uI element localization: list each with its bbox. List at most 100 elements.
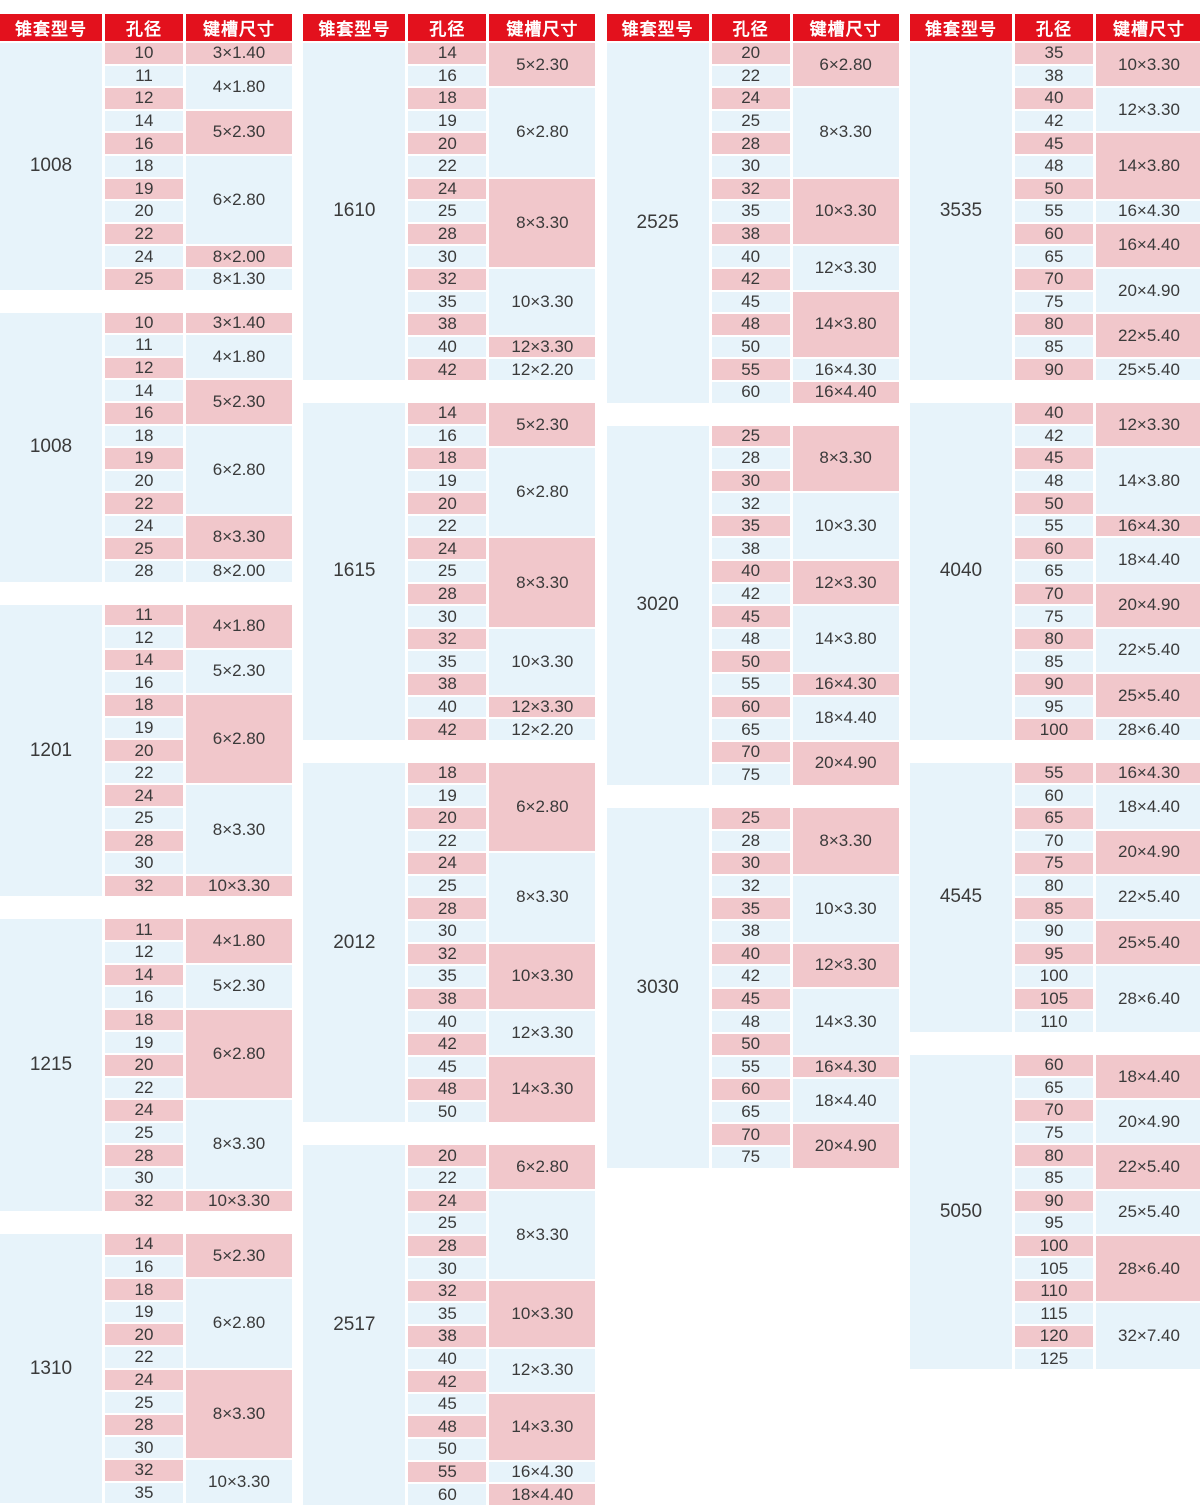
bore-cell: 25: [408, 875, 487, 897]
keyway-cell: 22×5.40: [1095, 875, 1200, 919]
bore-cell: 42: [408, 1371, 487, 1392]
bore-cell: 35: [105, 1482, 183, 1504]
bore-cell: 24: [408, 178, 487, 200]
keyway-cell: 16×4.30: [792, 1056, 899, 1078]
bore-cell: 25: [711, 110, 790, 132]
keyway-cell: 12×3.30: [792, 561, 899, 605]
model-cell: 5050: [909, 1054, 1012, 1370]
bore-cell: 90: [1014, 359, 1093, 380]
bore-cell: 19: [408, 785, 487, 806]
keyway-cell: 20×4.90: [792, 1124, 899, 1168]
bore-cell: 40: [408, 1348, 487, 1370]
bore-cell: 42: [1014, 425, 1093, 447]
bore-cell: 32: [711, 875, 790, 897]
bore-cell: 20: [105, 201, 183, 222]
bore-cell: 115: [1014, 1303, 1093, 1325]
keyway-cell: 12×3.30: [489, 696, 596, 718]
spec-block-3535: 3535 10×3.30 35 38 12×3.30 40 42 14×3.80 45 48 50 1…: [909, 43, 1200, 380]
bore-cell: 18: [105, 1009, 183, 1031]
bore-cell: 40: [1014, 88, 1093, 109]
header-bore-label: 孔径: [711, 14, 790, 41]
bore-cell: 22: [105, 1077, 183, 1099]
bore-cell: 28: [408, 898, 487, 919]
keyway-cell: 20×4.90: [792, 741, 899, 785]
bore-cell: 28: [105, 561, 183, 582]
keyway-cell: 5×2.30: [186, 1234, 292, 1278]
bore-cell: 110: [1014, 1011, 1093, 1032]
model-cell: 2012: [303, 762, 406, 1123]
bore-cell: 32: [408, 628, 487, 650]
keyway-cell: 8×3.30: [186, 515, 292, 560]
keyway-cell: 22×5.40: [1095, 628, 1200, 673]
bore-cell: 125: [1014, 1348, 1093, 1370]
bore-cell: 60: [1014, 1054, 1093, 1076]
spec-block-1310: 1310 5×2.30 14 16 6×2.80 18 19 20 22 8×3.30 24 25 28…: [0, 1234, 292, 1504]
keyway-cell: 16×4.30: [792, 359, 899, 380]
bore-cell: 28: [105, 830, 183, 852]
bore-cell: 70: [1014, 830, 1093, 852]
keyway-cell: 14×3.30: [489, 1056, 596, 1123]
model-cell: 3030: [606, 808, 709, 1168]
bore-cell: 20: [105, 1054, 183, 1076]
bore-cell: 50: [408, 1101, 487, 1123]
keyway-cell: 12×3.30: [1095, 402, 1200, 447]
keyway-cell: 28×6.40: [1095, 1235, 1200, 1302]
bore-cell: 50: [711, 1033, 790, 1055]
bore-cell: 30: [408, 920, 487, 942]
bore-cell: 28: [711, 133, 790, 154]
bore-cell: 55: [408, 1461, 487, 1483]
keyway-cell: 32×7.40: [1095, 1303, 1200, 1370]
keyway-cell: 16×4.30: [792, 674, 899, 695]
bore-cell: 60: [1014, 538, 1093, 560]
bore-cell: 18: [408, 448, 487, 469]
keyway-cell: 3×1.40: [186, 312, 292, 334]
keyway-cell: 12×3.30: [489, 1348, 596, 1392]
model-cell: 1008: [0, 312, 102, 582]
header-bore-label: 孔径: [408, 14, 487, 41]
bore-cell: 45: [408, 1393, 487, 1415]
bore-cell: 70: [1014, 268, 1093, 290]
bore-cell: 19: [105, 717, 183, 739]
keyway-cell: 6×2.80: [186, 695, 292, 784]
bore-cell: 18: [105, 695, 183, 716]
model-cell: 4040: [909, 402, 1012, 740]
bore-cell: 16: [105, 133, 183, 154]
bore-cell: 20: [105, 1324, 183, 1346]
keyway-cell: 25×5.40: [1095, 920, 1200, 965]
bore-cell: 50: [711, 651, 790, 673]
bore-cell: 75: [711, 764, 790, 785]
header-bore-label: 孔径: [1014, 14, 1093, 41]
bore-cell: 22: [408, 515, 487, 537]
header-row: 锥套型号 孔径 键槽尺寸: [606, 14, 899, 41]
keyway-cell: 4×1.80: [186, 919, 292, 963]
bore-cell: 19: [408, 110, 487, 132]
bore-cell: 20: [105, 740, 183, 761]
keyway-cell: 6×2.80: [186, 155, 292, 245]
keyway-cell: 18×4.40: [792, 1079, 899, 1123]
bore-cell: 28: [711, 830, 790, 852]
spec-block-4040: 4040 12×3.30 40 42 14×3.80 45 48 50 16×4.30 55 18×…: [909, 402, 1200, 740]
bore-cell: 48: [408, 1416, 487, 1438]
bore-cell: 50: [1014, 493, 1093, 514]
bore-cell: 40: [711, 561, 790, 582]
bore-cell: 20: [408, 1145, 487, 1166]
spec-block-2012: 2012 6×2.80 18 19 20 22 8×3.30 24 25 28 30 10×3.30 3…: [303, 762, 596, 1123]
header-row: 锥套型号 孔径 键槽尺寸: [909, 14, 1200, 41]
model-cell: 1201: [0, 604, 102, 897]
bore-cell: 32: [711, 493, 790, 514]
bore-cell: 22: [408, 830, 487, 852]
bore-cell: 12: [105, 88, 183, 109]
keyway-cell: 10×3.30: [186, 1190, 292, 1212]
bore-cell: 30: [408, 246, 487, 267]
bore-cell: 60: [711, 696, 790, 718]
keyway-cell: 16×4.30: [1095, 515, 1200, 537]
bore-cell: 42: [408, 1033, 487, 1055]
bore-cell: 120: [1014, 1326, 1093, 1347]
bore-cell: 80: [1014, 875, 1093, 897]
bore-cell: 38: [408, 314, 487, 335]
model-cell: 2517: [303, 1145, 406, 1505]
keyway-cell: 4×1.80: [186, 65, 292, 109]
bore-cell: 95: [1014, 1213, 1093, 1234]
bore-cell: 16: [105, 1256, 183, 1278]
bore-cell: 80: [1014, 314, 1093, 335]
